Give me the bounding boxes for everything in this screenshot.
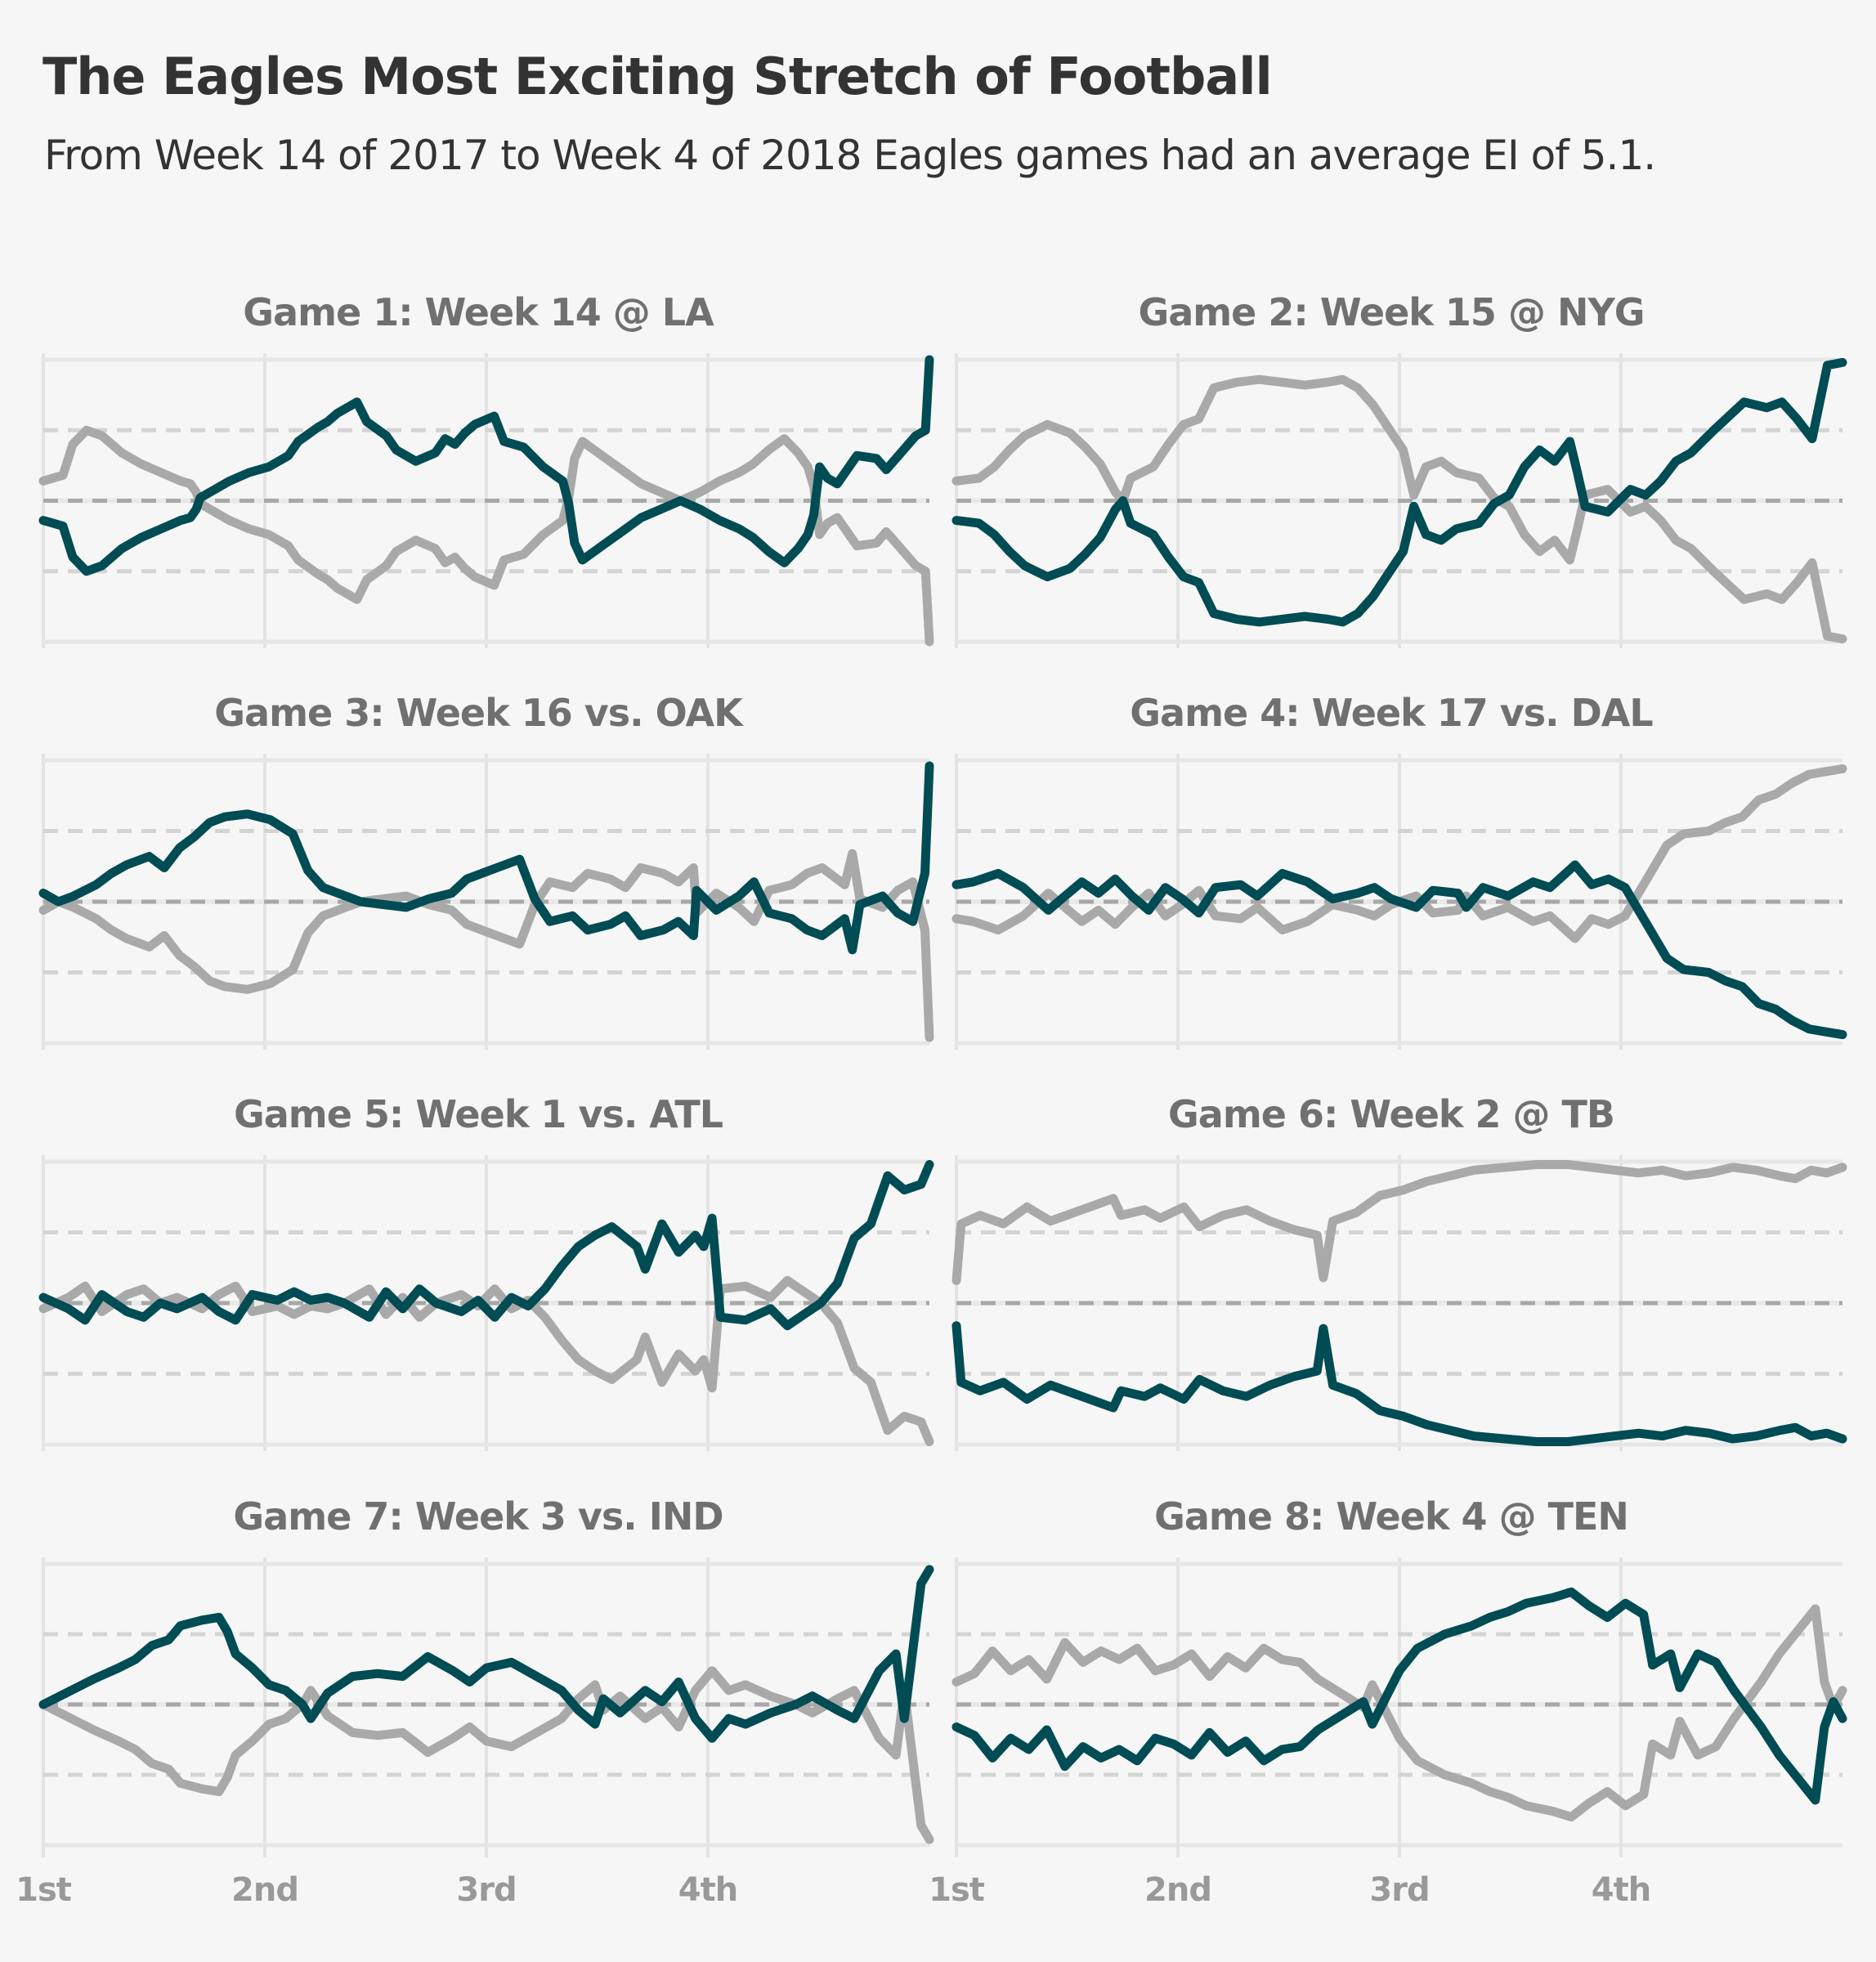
x-tick-label: 1st — [929, 1871, 985, 1909]
chart-title: The Eagles Most Exciting Stretch of Foot… — [43, 47, 1272, 106]
eagles-win-probability-line — [38, 1160, 934, 1331]
opponent-win-probability-line — [951, 1160, 1847, 1285]
game-panel-2: Game 2: Week 15 @ NYG — [951, 290, 1847, 648]
x-tick-label: 2nd — [1144, 1871, 1211, 1909]
eagles-win-probability-line — [38, 761, 934, 955]
x-axis-labels: 1st 2nd 3rd 4th 1st 2nd 3rd 4th — [16, 1845, 1651, 1909]
eagles-win-probability-line — [951, 860, 1847, 1040]
game-panel-6: Game 6: Week 2 @ TB — [951, 1092, 1847, 1451]
panel-title: Game 1: Week 14 @ LA — [243, 290, 714, 334]
opponent-win-probability-line — [38, 849, 934, 1042]
x-tick-label: 3rd — [1369, 1871, 1429, 1909]
panel-title: Game 6: Week 2 @ TB — [1168, 1092, 1614, 1136]
x-tick-label: 2nd — [231, 1871, 298, 1909]
panel-title: Game 7: Week 3 vs. IND — [233, 1494, 723, 1539]
game-panel-8: Game 8: Week 4 @ TEN — [951, 1494, 1847, 1852]
eagles-win-probability-line — [38, 355, 934, 576]
panel-title: Game 4: Week 17 vs. DAL — [1130, 691, 1653, 735]
x-tick-label: 4th — [1592, 1871, 1650, 1909]
panel-title: Game 3: Week 16 vs. OAK — [214, 691, 745, 735]
game-panel-5: Game 5: Week 1 vs. ATL — [38, 1092, 934, 1451]
panel-title: Game 2: Week 15 @ NYG — [1138, 290, 1644, 334]
panel-title: Game 8: Week 4 @ TEN — [1154, 1494, 1628, 1539]
chart-subtitle: From Week 14 of 2017 to Week 4 of 2018 E… — [44, 132, 1655, 179]
eagles-win-probability-line — [951, 357, 1847, 627]
eagles-win-probability-line — [951, 1587, 1847, 1805]
game-panel-4: Game 4: Week 17 vs. DAL — [951, 691, 1847, 1050]
game-panel-3: Game 3: Week 16 vs. OAK — [38, 691, 934, 1050]
eagles-win-probability-line — [951, 1321, 1847, 1446]
opponent-win-probability-line — [951, 374, 1847, 643]
x-tick-label: 4th — [678, 1871, 737, 1909]
x-tick-label: 1st — [16, 1871, 72, 1909]
opponent-win-probability-line — [951, 1604, 1847, 1822]
x-tick-label: 3rd — [456, 1871, 516, 1909]
panel-title: Game 5: Week 1 vs. ATL — [234, 1092, 723, 1136]
opponent-win-probability-line — [38, 425, 934, 647]
panels-group: Game 1: Week 14 @ LA Game 2: Week 15 @ NY… — [38, 290, 1847, 1852]
eagles-win-probability-line — [38, 1565, 934, 1743]
game-panel-1: Game 1: Week 14 @ LA — [38, 290, 934, 648]
